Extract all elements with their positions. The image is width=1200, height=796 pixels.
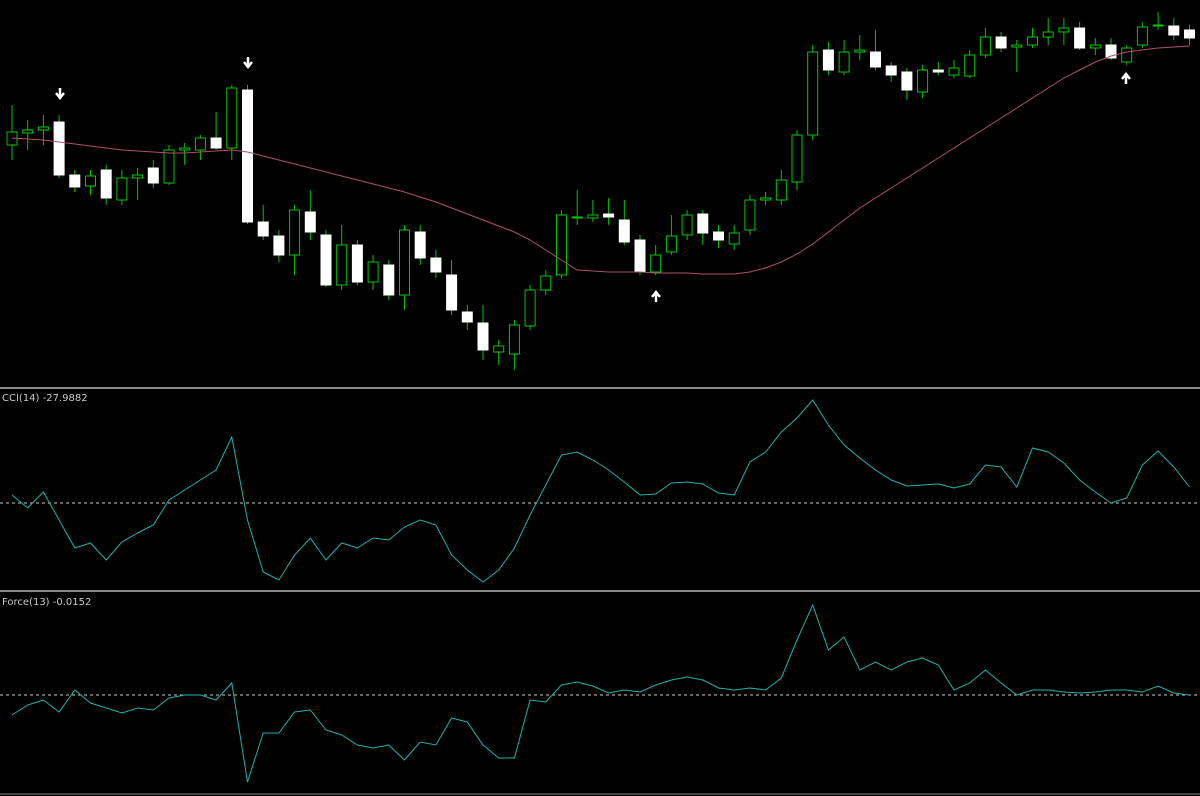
candle-body [634,239,646,273]
candle-body [838,51,850,73]
candle-body [979,36,991,56]
candle-body [603,213,615,218]
candle-body [587,214,599,219]
buy-arrow [651,289,661,302]
candle-body [728,232,740,245]
candle-body [870,51,881,68]
candle-body [1027,36,1038,46]
candle-body [901,71,913,91]
candle-body [807,51,819,136]
candle-body [524,289,536,327]
candle-body [1074,27,1086,49]
candle-body [1042,31,1054,38]
candle-body [822,49,834,71]
candle-body [100,169,112,199]
candle-body [665,235,677,253]
candle-body [22,129,34,134]
candle-body [1121,47,1133,63]
candle-body [775,179,787,201]
candle-body [430,257,442,273]
candle-body [1105,44,1117,59]
indicator-title: Force(13) -0.0152 [2,597,91,608]
candle-body [948,67,960,76]
candle-body [571,216,583,219]
candle-body [508,324,520,355]
candle-body [885,65,897,76]
candle-body [414,231,426,259]
candle-body [995,36,1007,49]
candle-body [194,137,206,151]
candle-body [791,134,803,183]
candle-body [681,214,693,236]
indicator-line [11,603,1190,783]
candle-body [713,231,724,241]
candle-body [477,322,489,351]
candle-body [289,209,301,256]
candle-body [1089,44,1101,49]
candle-body [854,49,866,53]
candle-body [320,234,332,286]
candle-body [744,199,756,231]
candle-body [242,89,253,223]
candle-body [618,219,630,243]
candle-body [917,69,929,93]
candle-body [351,244,363,283]
indicator-line [11,399,1190,583]
candle-body [697,213,709,234]
candle-body [304,211,316,233]
candle-body [69,174,81,188]
candle-body [336,244,348,286]
buy-arrow [1121,71,1131,84]
candle-body [37,126,49,131]
candle-body [116,177,128,201]
candle-body [273,235,285,256]
candle-body [540,275,552,291]
candle-body [461,311,473,323]
candle-body [760,197,772,201]
candle-body [446,274,458,311]
signal-arrows [55,57,1131,302]
candle-body [53,121,65,176]
candle-body [163,149,175,184]
candle-body [1168,25,1180,36]
candle-body [493,345,505,353]
candle-body [1011,44,1023,48]
candle-body [210,137,222,149]
candle-body [1152,24,1164,27]
candle-body [85,175,96,187]
candle-body [147,167,159,184]
sell-arrow [243,57,253,70]
moving-average [11,45,1190,275]
candle-body [257,221,269,237]
sell-arrow [55,88,65,101]
candle-body [964,54,976,77]
candle-body [1058,27,1070,33]
candle-body [383,264,395,296]
candle-body [1184,29,1195,39]
candle-body [399,229,410,296]
candle-body [367,261,379,283]
candle-body [132,174,144,179]
candle-body [556,214,567,276]
candle-body [179,147,191,151]
candle-body [650,254,662,273]
indicator-title: CCI(14) -27.9882 [2,393,88,404]
candle-body [226,87,238,149]
candle-body [1136,26,1148,46]
candle-body [932,69,944,73]
